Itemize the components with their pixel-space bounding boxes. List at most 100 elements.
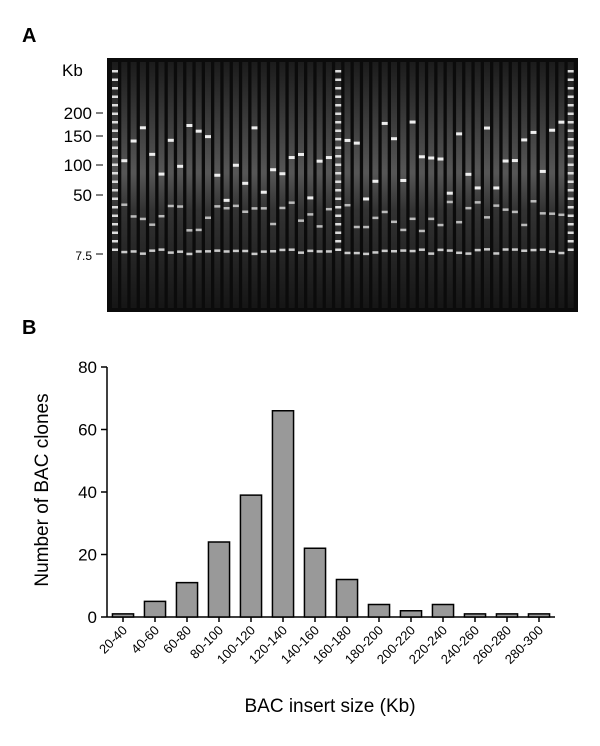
band [298, 219, 304, 222]
vector-band [530, 248, 537, 252]
vector-band [502, 248, 509, 251]
vector-band [418, 248, 425, 251]
gel-lane [409, 62, 416, 308]
insert-band [177, 164, 184, 168]
vector-band [279, 248, 286, 252]
band [270, 222, 277, 226]
band [307, 213, 314, 216]
band [521, 223, 528, 227]
gel-image [107, 58, 578, 312]
gel-lane [344, 62, 351, 308]
ladder-band [112, 231, 118, 234]
gel-lane [539, 62, 546, 308]
vector-band [130, 250, 137, 253]
insert-band [149, 152, 156, 156]
insert-band [456, 132, 463, 136]
ladder-band [112, 163, 118, 166]
insert-band [353, 141, 360, 145]
bar [431, 603, 455, 618]
ladder-band [335, 248, 342, 251]
gel-lane [484, 62, 490, 308]
gel-lane [465, 62, 472, 308]
vector-band [223, 250, 230, 253]
insert-band [484, 126, 490, 130]
ladder-band [335, 223, 342, 226]
ladder-band [112, 172, 118, 175]
ladder-band [112, 112, 118, 115]
marker-label: 100 [64, 156, 92, 175]
ladder-band [112, 78, 118, 81]
vector-band [316, 250, 323, 253]
gel-lane [279, 62, 286, 308]
band [428, 217, 435, 221]
bar [303, 547, 327, 618]
ladder-band [335, 155, 342, 158]
vector-band [539, 248, 546, 251]
insert-band [363, 197, 370, 201]
insert-band [521, 138, 528, 142]
insert-band [279, 172, 286, 176]
ladder-band [335, 197, 342, 200]
band [418, 229, 425, 233]
insert-band [260, 190, 267, 194]
ladder-band [567, 104, 574, 107]
gel-lane [298, 62, 304, 308]
vector-band [121, 250, 128, 254]
ladder-band [112, 146, 118, 149]
x-tick-label: 20-40 [96, 623, 130, 657]
ladder-band [112, 223, 118, 226]
bar [367, 603, 391, 618]
ladder-band [112, 240, 118, 243]
vector-band [167, 251, 174, 254]
vector-band [400, 249, 407, 252]
insert-band [232, 163, 239, 167]
ladder-band [335, 138, 342, 141]
insert-band [167, 138, 174, 142]
gel-lane [121, 62, 128, 308]
band [344, 203, 351, 207]
band [381, 210, 388, 214]
gel-lane [158, 62, 165, 308]
gel-lane [567, 62, 574, 308]
ladder-band [112, 70, 118, 73]
ladder-band [567, 146, 574, 149]
vector-band [558, 251, 565, 255]
bar [335, 578, 359, 618]
gel-lane [391, 62, 397, 308]
x-axis-label: BAC insert size (Kb) [244, 696, 415, 717]
band [139, 217, 146, 221]
band [195, 228, 202, 232]
ladder-band [112, 87, 118, 90]
vector-band [260, 250, 267, 253]
vector-band [437, 248, 444, 252]
insert-band [307, 196, 314, 200]
vector-band [381, 249, 388, 253]
marker-label: 7.5 [75, 249, 92, 263]
band [130, 215, 137, 218]
ladder-band [112, 189, 118, 192]
band [316, 225, 323, 228]
gel-lane [363, 62, 370, 308]
ladder-band [567, 95, 574, 98]
gel-lane [511, 62, 518, 308]
band [493, 204, 500, 207]
vector-band [139, 252, 146, 255]
gel-lane [149, 62, 156, 308]
panel-label: B [22, 317, 36, 339]
gel-lane [316, 62, 323, 308]
band [530, 200, 537, 203]
band [465, 206, 472, 210]
vector-band [325, 250, 332, 253]
gel-lane [456, 62, 463, 308]
insert-band [251, 126, 258, 130]
gel-lane [139, 62, 146, 308]
band [177, 205, 184, 208]
ladder-band [335, 112, 342, 115]
bar [463, 613, 487, 618]
ladder-band [567, 189, 574, 192]
ladder-band [112, 121, 118, 124]
vector-band [409, 249, 416, 253]
gel-lane [372, 62, 379, 308]
insert-band [381, 121, 388, 125]
